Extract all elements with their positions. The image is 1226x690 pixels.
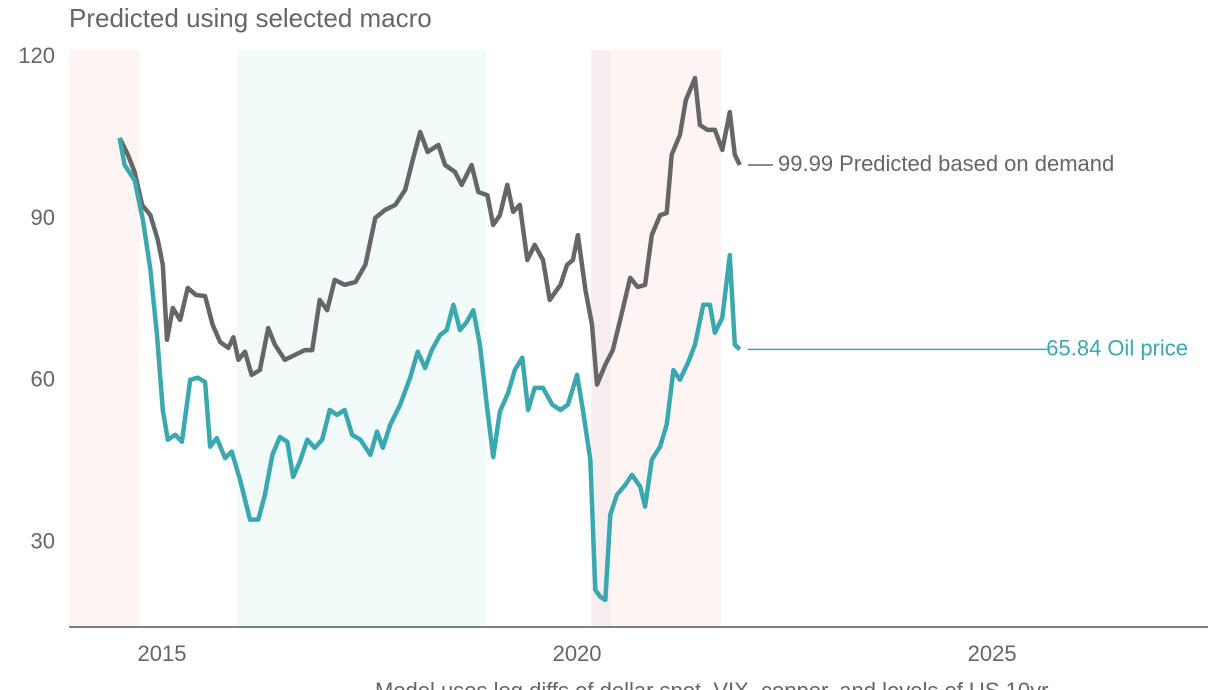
series-line — [117, 137, 742, 603]
end-label-value: 99.99 — [778, 151, 833, 176]
x-tick-label: 2025 — [968, 641, 1017, 666]
shaded-region — [591, 50, 612, 627]
end-label-value: 65.84 — [1046, 335, 1101, 360]
shaded-region — [69, 50, 140, 627]
x-tick-label: 2015 — [138, 641, 187, 666]
chart-title: Predicted using selected macro — [69, 3, 432, 33]
end-label-name: Predicted based on demand — [839, 151, 1114, 176]
x-tick-label: 2020 — [553, 641, 602, 666]
y-tick-label: 90 — [31, 205, 55, 230]
footnote: Model uses log diffs of dollar spot, VIX… — [375, 678, 1048, 690]
y-tick-label: 60 — [31, 367, 55, 392]
y-tick-label: 30 — [31, 529, 55, 554]
shaded-regions — [69, 50, 722, 627]
shaded-region — [611, 50, 722, 627]
end-label: 65.84 Oil price — [1046, 335, 1188, 360]
series-line — [117, 75, 742, 387]
y-tick-label: 120 — [18, 43, 55, 68]
end-label: 99.99 Predicted based on demand — [778, 151, 1114, 176]
shaded-region — [236, 50, 486, 627]
end-label-name: Oil price — [1107, 335, 1188, 360]
